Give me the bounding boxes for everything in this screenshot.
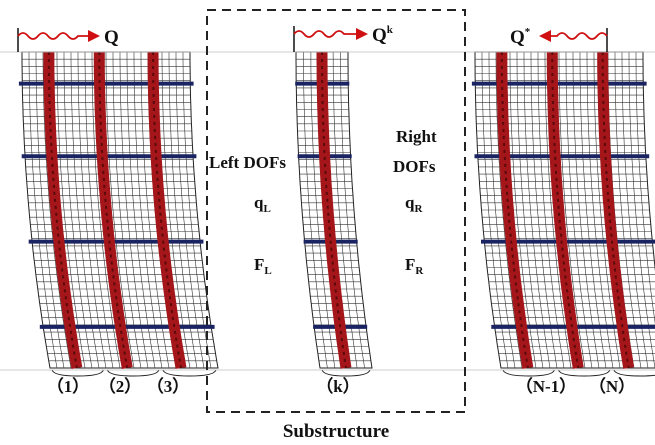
shell-panel	[295, 52, 372, 376]
symbol: Q	[510, 27, 525, 48]
segment-brace	[163, 370, 216, 376]
right-displacement: qR	[405, 193, 423, 215]
diagram: Q Qk Q* Left DOFs Right DOFs qL qR FL FR…	[0, 0, 655, 445]
subscript: L	[263, 203, 270, 215]
segment-label: （N）	[589, 376, 635, 396]
force-label-middle: Qk	[372, 24, 394, 46]
subscript: R	[415, 265, 424, 277]
force-label-right: Q*	[510, 26, 531, 48]
force-arrow-middle	[294, 26, 368, 52]
symbol: Q	[372, 25, 387, 46]
symbol: F	[254, 255, 264, 274]
segment-label: （1）	[47, 376, 90, 396]
left-displacement: qL	[254, 193, 271, 215]
segment-brace	[322, 370, 370, 376]
segment-label: （3）	[147, 376, 190, 396]
segment-brace	[503, 370, 554, 376]
subscript: R	[414, 203, 423, 215]
force-label-left: Q	[104, 27, 119, 48]
segment-label: （2）	[99, 376, 142, 396]
segment-brace	[558, 370, 609, 376]
force-arrow-right	[539, 28, 607, 52]
right-dofs-title-line: Right	[396, 127, 437, 146]
right-force: FR	[405, 255, 424, 277]
left-force: FL	[254, 255, 272, 277]
segment-label: （N-1）	[516, 376, 576, 396]
shell-panel	[472, 52, 655, 376]
subscript: L	[264, 265, 271, 277]
right-dofs-title-line: DOFs	[393, 157, 436, 176]
superscript: *	[525, 26, 531, 38]
shell-panel	[19, 52, 218, 376]
left-dofs-title: Left DOFs	[209, 153, 286, 172]
segment-label: （k）	[316, 376, 359, 396]
segment-labels: （1） （2）（3） （k） （N-1） （N）	[47, 376, 635, 396]
shell-meshes	[19, 52, 655, 376]
segment-brace	[614, 370, 655, 376]
caption: Substructure	[283, 421, 389, 442]
segment-brace	[107, 370, 158, 376]
force-arrow-left	[18, 28, 100, 52]
superscript: k	[387, 24, 394, 36]
symbol: F	[405, 255, 415, 274]
segment-brace	[52, 370, 103, 376]
